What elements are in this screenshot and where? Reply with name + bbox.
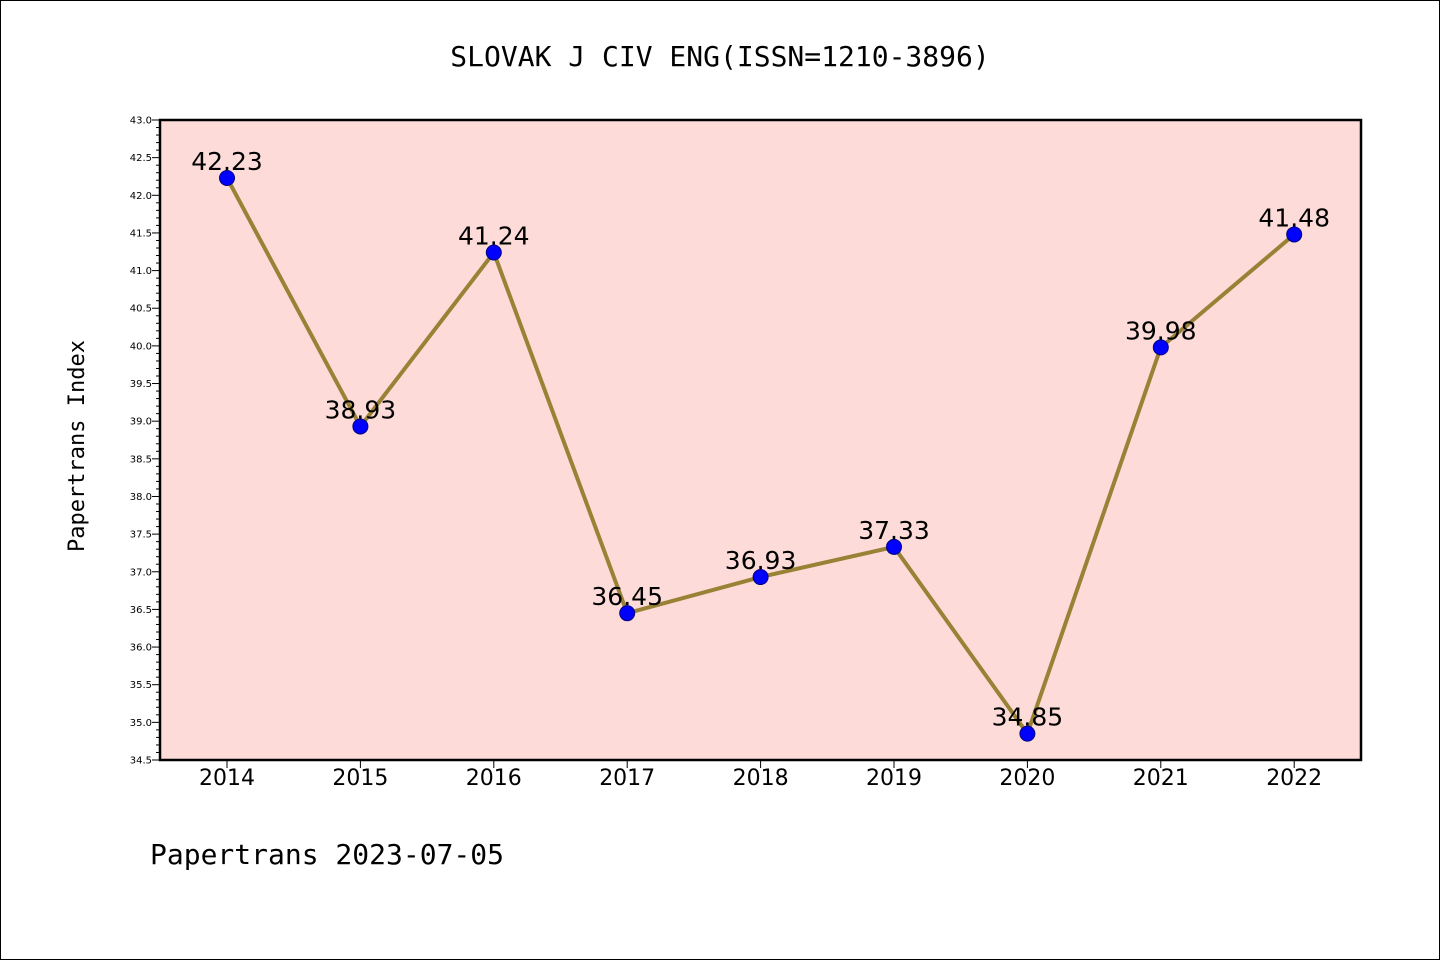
y-axis: 34.5 35.0 35.5 36.0 36.5 37.0 37.5 38.0 38.5 39.0… [130, 116, 160, 767]
y-tick-label: 41.0 [130, 266, 152, 277]
data-label: 41.48 [1258, 203, 1330, 232]
y-tick-label: 35.5 [130, 680, 152, 691]
y-tick-label: 37.5 [130, 530, 152, 541]
footer-text: Papertrans 2023-07-05 [150, 838, 504, 871]
y-tick-label: 39.0 [130, 417, 152, 428]
y-tick-label: 40.5 [130, 304, 152, 315]
x-tick-label: 2020 [999, 766, 1055, 791]
y-tick-label: 38.5 [130, 454, 152, 465]
y-tick-label: 42.0 [130, 191, 152, 202]
data-label: 36.45 [591, 582, 663, 611]
x-tick-label: 2019 [866, 766, 922, 791]
y-tick-label: 34.5 [130, 756, 152, 767]
y-tick-label: 40.0 [130, 341, 152, 352]
series-group: 42.23 38.93 41.24 36.45 36.93 37.33 34.85 39.98… [191, 147, 1330, 742]
data-point [1152, 339, 1169, 356]
data-label: 36.93 [725, 546, 797, 575]
data-label: 39.98 [1125, 316, 1197, 345]
y-tick-label: 37.0 [130, 567, 152, 578]
data-label: 42.23 [191, 147, 263, 176]
data-point [485, 244, 502, 261]
plot-area [158, 118, 1363, 762]
data-point [886, 538, 902, 555]
x-tick-label: 2014 [199, 766, 255, 791]
y-tick-label: 41.5 [130, 228, 152, 239]
x-tick-label: 2022 [1266, 766, 1322, 791]
data-label: 41.24 [458, 222, 530, 251]
chart-title: SLOVAK J CIV ENG(ISSN=1210-3896) [450, 40, 989, 73]
y-tick-label: 43.0 [130, 116, 152, 127]
x-tick-label: 2016 [466, 766, 522, 791]
data-point [1019, 725, 1036, 742]
data-point [619, 605, 636, 622]
x-tick-label: 2018 [733, 766, 789, 791]
data-point [352, 418, 369, 435]
x-tick-label: 2017 [599, 766, 655, 791]
y-tick-label: 42.5 [130, 153, 152, 164]
y-tick-label: 39.5 [130, 379, 152, 390]
x-tick-label: 2021 [1133, 766, 1189, 791]
data-point [752, 569, 769, 586]
y-tick-label: 35.0 [130, 718, 152, 729]
y-tick-label: 36.5 [130, 605, 152, 616]
y-tick-label: 36.0 [130, 643, 152, 654]
data-label: 34.85 [992, 703, 1064, 732]
y-tick-label: 38.0 [130, 492, 152, 503]
data-label: 37.33 [858, 516, 930, 545]
data-point [1286, 226, 1303, 243]
data-label: 38.93 [325, 395, 397, 424]
x-axis: 2014 2015 2016 2017 2018 2019 2020 2021 2022 [199, 760, 1322, 791]
x-tick-label: 2015 [332, 766, 388, 791]
y-axis-label: Papertrans Index [65, 340, 90, 552]
data-point [219, 169, 235, 186]
